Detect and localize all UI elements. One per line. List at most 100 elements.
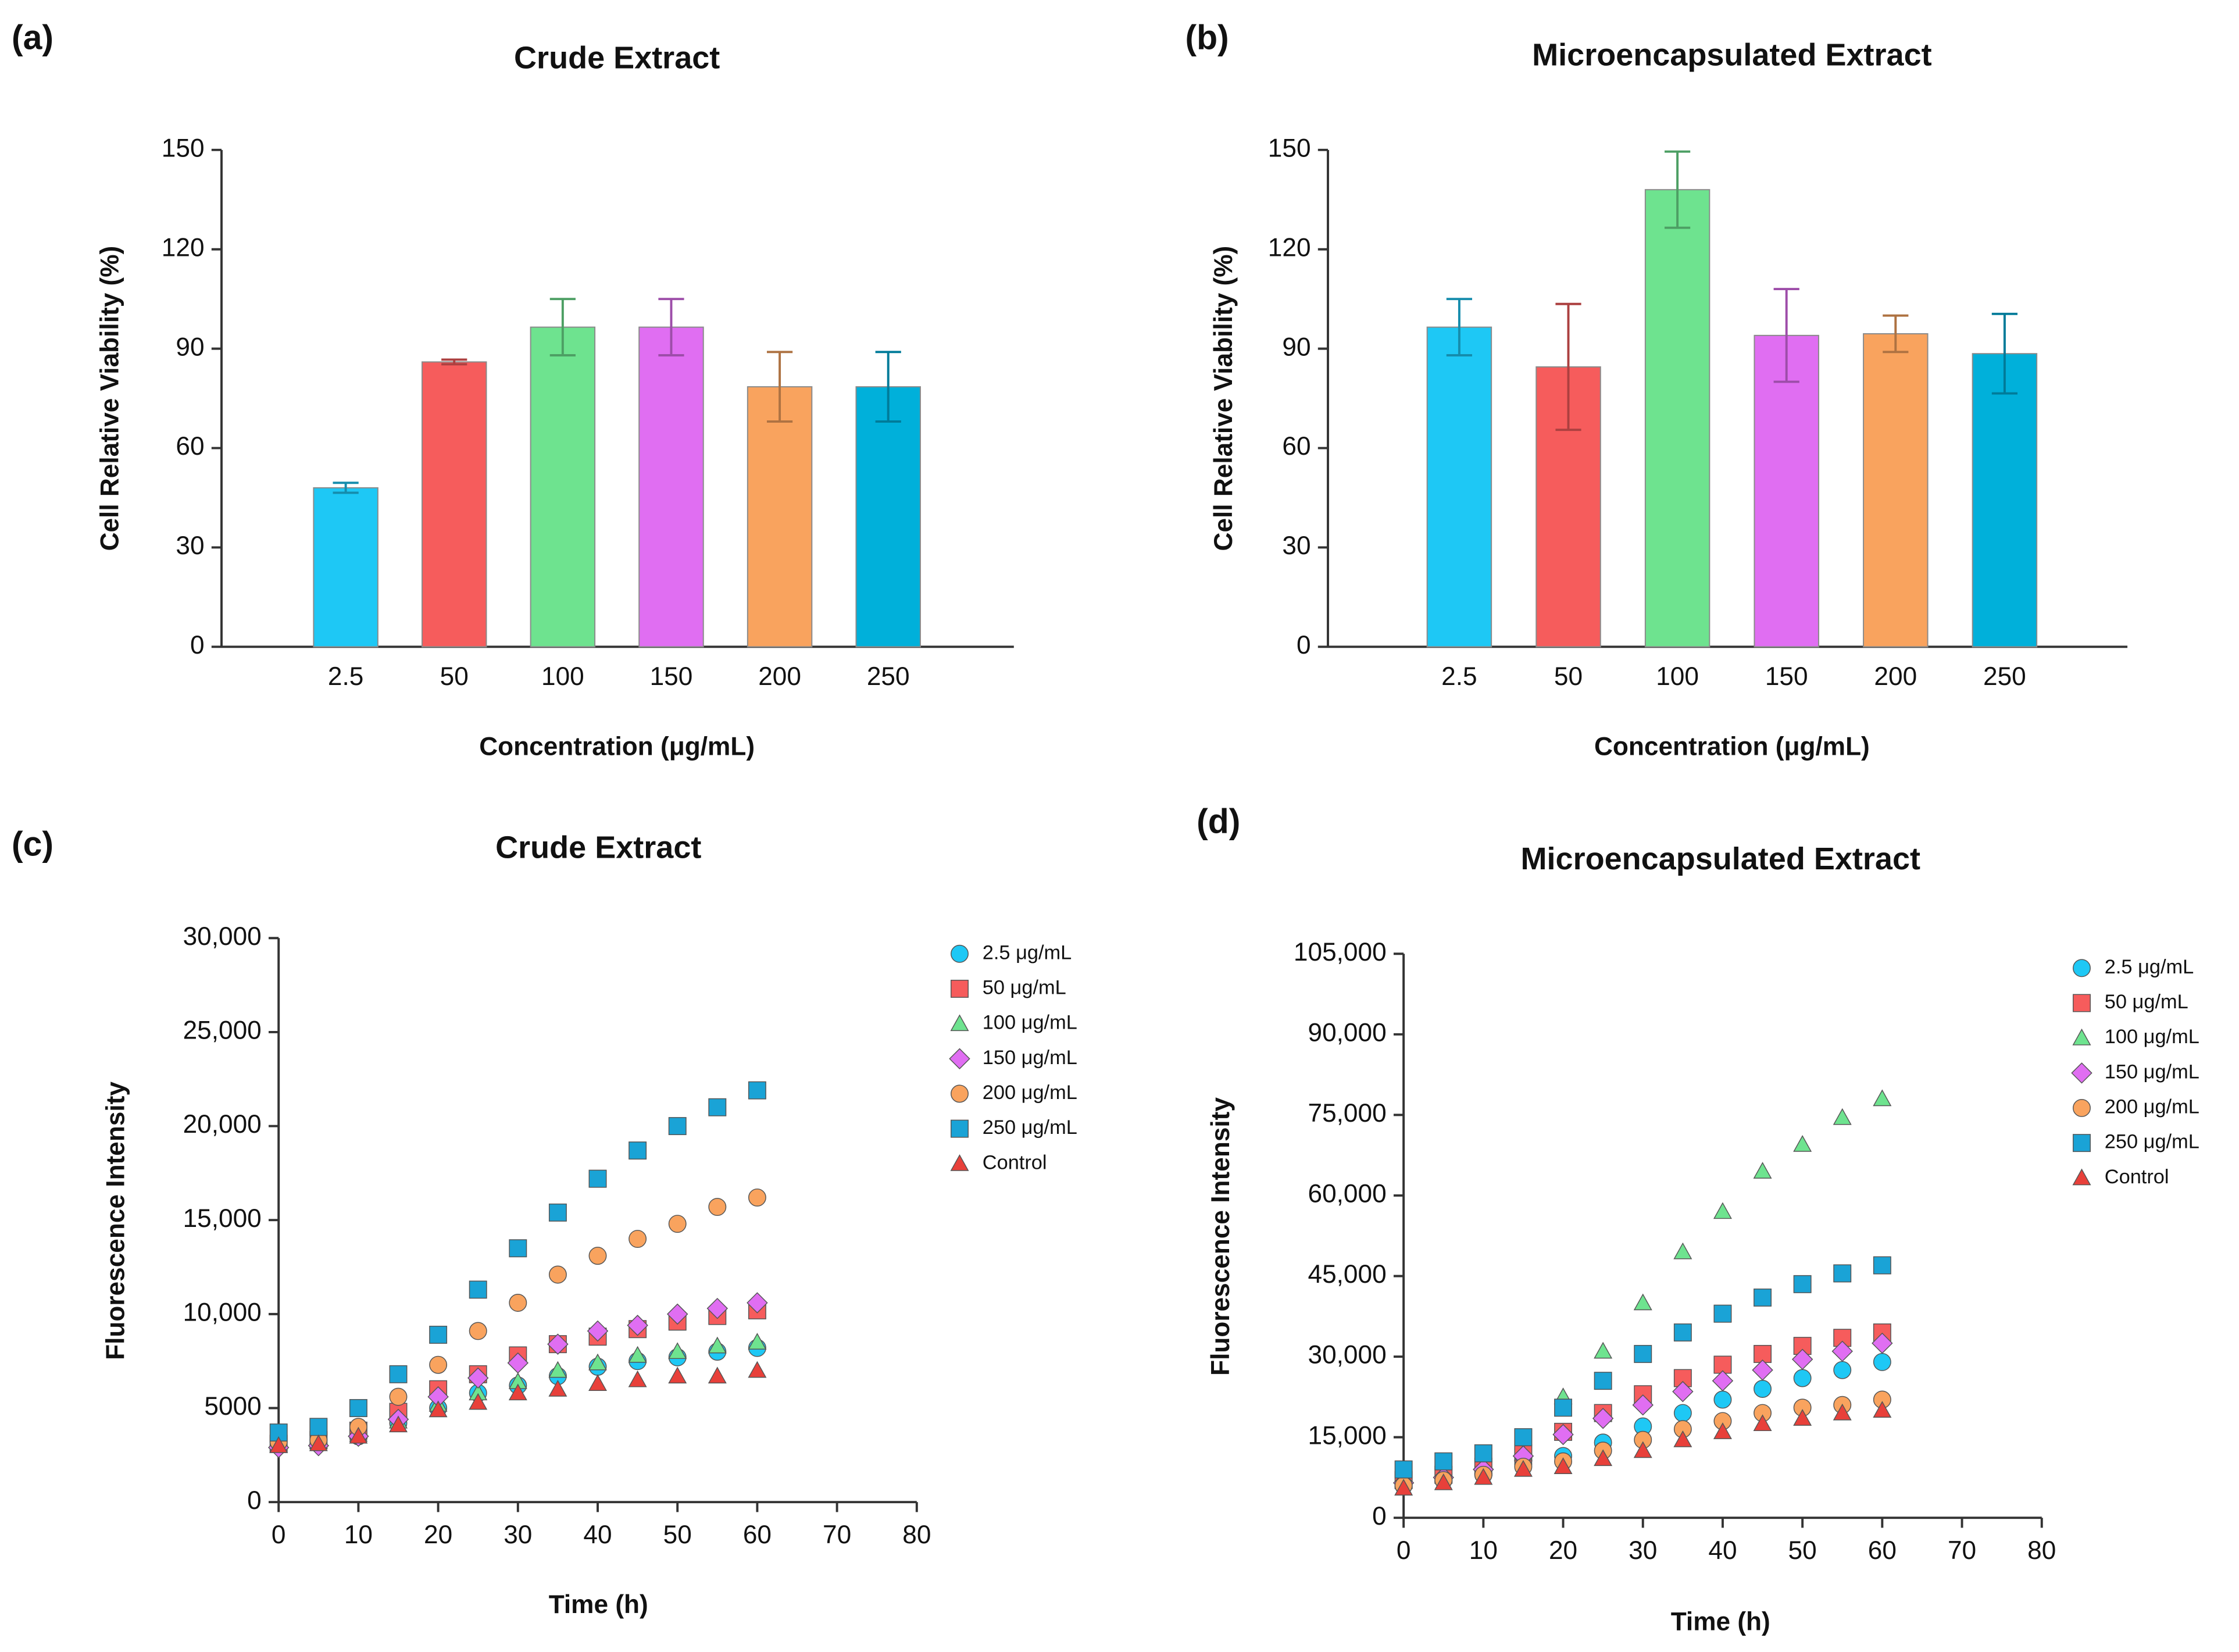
marker xyxy=(627,1315,648,1336)
marker xyxy=(587,1320,609,1342)
marker xyxy=(429,1355,448,1374)
marker xyxy=(1673,1323,1692,1341)
marker xyxy=(668,1366,687,1384)
legend-label: 250 μg/mL xyxy=(983,1116,1077,1139)
y-axis-label: Fluorescence Intensity xyxy=(101,1082,130,1360)
error-bar xyxy=(1665,150,1691,229)
x-tick-label: 250 xyxy=(1983,662,2026,691)
y-axis-label: Cell Relative Viability (%) xyxy=(96,246,124,551)
legend-marker xyxy=(951,979,969,998)
marker xyxy=(666,1303,688,1325)
y-tick-label: 120 xyxy=(1268,233,1311,262)
marker xyxy=(1873,1089,1892,1107)
legend-label: 250 μg/mL xyxy=(2105,1131,2199,1153)
marker xyxy=(1753,1414,1772,1432)
marker xyxy=(509,1239,527,1258)
marker xyxy=(1873,1401,1892,1418)
legend-label: 100 μg/mL xyxy=(2105,1026,2199,1048)
marker xyxy=(269,1436,288,1453)
panel-label: (d) xyxy=(1197,802,1240,840)
x-tick-label: 200 xyxy=(758,662,801,691)
marker xyxy=(747,1292,768,1314)
marker xyxy=(708,1336,727,1354)
marker xyxy=(588,1374,608,1391)
marker xyxy=(429,1325,448,1344)
y-tick-label: 15,000 xyxy=(183,1204,262,1233)
panel-label: (c) xyxy=(12,826,53,864)
marker xyxy=(1513,1460,1533,1477)
panel-label: (b) xyxy=(1185,19,1229,56)
marker xyxy=(1673,1404,1692,1422)
marker xyxy=(748,1188,766,1207)
marker xyxy=(1594,1449,1613,1467)
bar xyxy=(1754,334,1819,648)
legend-label: 2.5 μg/mL xyxy=(2105,956,2194,978)
bar xyxy=(1426,326,1492,648)
x-tick-label: 80 xyxy=(2027,1536,2056,1565)
error-bar xyxy=(441,358,467,366)
chart-title: Crude Extract xyxy=(514,40,720,75)
marker xyxy=(547,1333,569,1355)
marker xyxy=(1873,1256,1891,1275)
marker xyxy=(1594,1372,1612,1390)
legend-marker xyxy=(950,1154,969,1171)
marker xyxy=(309,1434,328,1451)
marker xyxy=(1634,1344,1652,1363)
error-bar xyxy=(1883,314,1909,354)
marker xyxy=(1833,1361,1852,1379)
marker xyxy=(748,1333,767,1350)
marker xyxy=(507,1352,529,1374)
y-axis-label: Fluorescence Intensity xyxy=(1206,1097,1235,1376)
x-tick-label: 30 xyxy=(1629,1536,1657,1565)
x-tick-label: 60 xyxy=(1868,1536,1897,1565)
x-tick-label: 150 xyxy=(650,662,693,691)
legend-marker xyxy=(951,1119,969,1138)
x-tick-label: 2.5 xyxy=(1441,662,1477,691)
marker xyxy=(1713,1422,1732,1439)
legend-label: 150 μg/mL xyxy=(2105,1061,2199,1083)
marker xyxy=(668,1215,687,1233)
legend-marker xyxy=(2073,1134,2091,1153)
marker xyxy=(469,1393,488,1410)
marker xyxy=(1394,1460,1413,1479)
x-axis-label: Time (h) xyxy=(1671,1608,1770,1636)
bar xyxy=(1644,189,1711,648)
marker xyxy=(1793,1275,1812,1293)
x-tick-label: 40 xyxy=(583,1521,612,1549)
y-tick-label: 0 xyxy=(1372,1502,1387,1530)
error-bar xyxy=(766,351,793,423)
legend-label: 100 μg/mL xyxy=(983,1012,1077,1034)
y-tick-label: 150 xyxy=(1268,134,1311,162)
x-tick-label: 2.5 xyxy=(328,662,363,691)
chart-title: Microencapsulated Extract xyxy=(1532,37,1931,72)
y-tick-label: 0 xyxy=(247,1486,262,1515)
marker xyxy=(1793,1369,1812,1387)
error-bar xyxy=(333,481,359,494)
marker xyxy=(349,1399,367,1417)
marker xyxy=(1833,1108,1852,1125)
x-axis-label: Concentration (μg/mL) xyxy=(479,732,755,761)
marker xyxy=(1592,1408,1614,1429)
marker xyxy=(1632,1394,1654,1416)
x-tick-label: 10 xyxy=(344,1521,373,1549)
error-bar xyxy=(549,298,576,356)
y-tick-label: 25,000 xyxy=(183,1016,262,1045)
legend-marker xyxy=(949,1048,970,1069)
y-tick-label: 60,000 xyxy=(1308,1180,1387,1208)
marker xyxy=(548,1265,567,1284)
marker xyxy=(1754,1288,1772,1307)
marker xyxy=(708,1366,727,1384)
marker xyxy=(1633,1441,1652,1458)
marker xyxy=(1394,1479,1413,1496)
marker xyxy=(1833,1264,1852,1283)
x-tick-label: 80 xyxy=(902,1521,931,1549)
error-bar xyxy=(1991,312,2018,395)
marker xyxy=(748,1081,766,1100)
x-tick-label: 150 xyxy=(1765,662,1808,691)
marker xyxy=(1831,1340,1853,1362)
marker xyxy=(629,1141,647,1160)
marker xyxy=(467,1367,489,1389)
y-tick-label: 90 xyxy=(1282,333,1310,361)
legend-marker xyxy=(951,944,969,963)
